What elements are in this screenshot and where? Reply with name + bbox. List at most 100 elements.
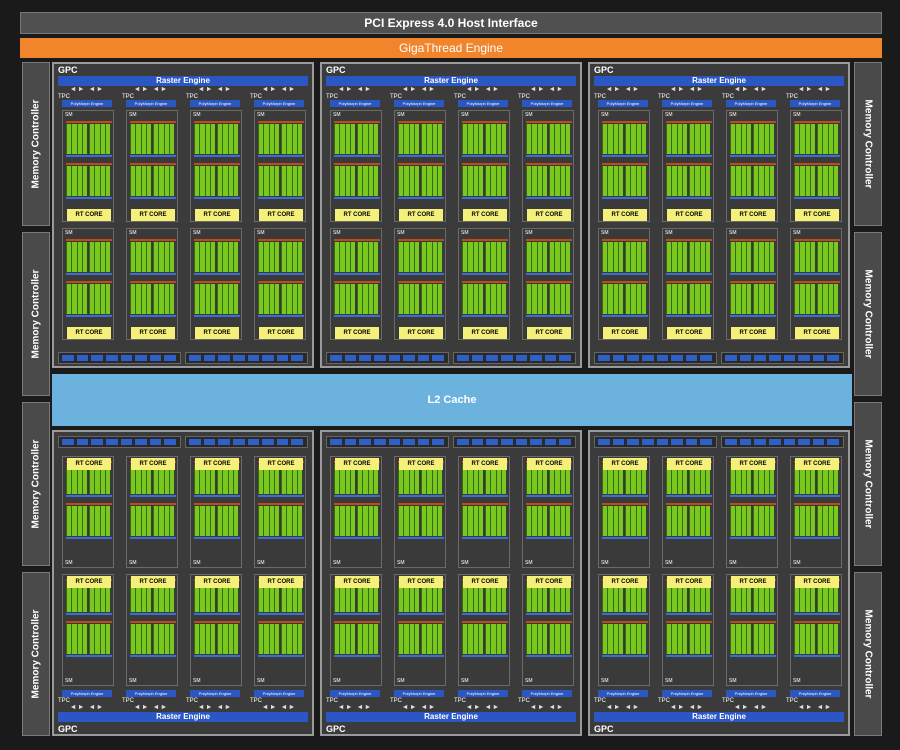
- cuda-core: [541, 506, 547, 536]
- register-line: [794, 537, 840, 539]
- cuda-core: [431, 624, 437, 654]
- cuda-core: [268, 464, 274, 494]
- cuda-core: [541, 464, 547, 494]
- cuda-core: [676, 582, 682, 612]
- memory-controller-right-4: Memory Controller: [854, 572, 882, 736]
- cuda-core: [753, 506, 759, 536]
- register-line: [602, 315, 648, 317]
- cuda-core: [666, 242, 672, 272]
- cuda-core: [666, 582, 672, 612]
- cuda-core: [809, 464, 815, 494]
- texture-unit: [700, 439, 712, 445]
- cuda-core: [66, 166, 72, 196]
- texture-unit: [232, 439, 245, 445]
- cuda-core: [281, 464, 287, 494]
- sm-label: SM: [793, 112, 801, 118]
- cuda-core-block: [334, 166, 355, 196]
- cuda-core: [495, 166, 501, 196]
- cuda-core-block: [217, 124, 238, 154]
- cuda-core: [607, 506, 613, 536]
- cuda-core-block: [194, 506, 215, 536]
- streaming-multiprocessor: SM RT CORE: [330, 228, 382, 340]
- sm-label: SM: [65, 678, 73, 684]
- texture-unit: [515, 355, 528, 361]
- cuda-core: [258, 582, 264, 612]
- l1-line: [334, 281, 380, 283]
- cuda-core: [740, 242, 746, 272]
- polymorph-engine: PolyMorph Engine: [598, 100, 648, 107]
- texture-unit: [164, 355, 176, 361]
- cuda-core: [477, 166, 483, 196]
- cuda-core: [730, 506, 736, 536]
- register-line: [130, 273, 176, 275]
- cuda-core: [477, 124, 483, 154]
- cuda-core: [758, 284, 764, 314]
- cuda-core: [735, 582, 741, 612]
- cuda-core-block: [817, 582, 838, 612]
- cuda-core: [403, 124, 409, 154]
- cuda-core: [431, 582, 437, 612]
- cuda-core-block: [398, 624, 419, 654]
- cuda-core: [689, 464, 695, 494]
- data-arrows: ◄► ◄►: [197, 704, 233, 711]
- cuda-core-block: [526, 284, 547, 314]
- cuda-core: [99, 284, 105, 314]
- cuda-core: [339, 284, 345, 314]
- cuda-core-block: [258, 506, 279, 536]
- cuda-core: [204, 284, 210, 314]
- cuda-core-block: [398, 506, 419, 536]
- cuda-core: [564, 284, 570, 314]
- rt-core: RT CORE: [527, 576, 571, 588]
- l1-line: [334, 239, 380, 241]
- cuda-core-block: [549, 242, 570, 272]
- data-arrows: ◄► ◄►: [605, 704, 641, 711]
- cuda-core: [232, 464, 238, 494]
- data-arrows: ◄► ◄►: [465, 704, 501, 711]
- tpc-label: TPC: [786, 698, 798, 704]
- cuda-core: [472, 284, 478, 314]
- cuda-core-block: [730, 124, 751, 154]
- register-line: [730, 197, 776, 199]
- cuda-core: [827, 464, 833, 494]
- cuda-core: [421, 284, 427, 314]
- cuda-core: [217, 166, 223, 196]
- raster-engine: Raster Engine: [58, 76, 308, 86]
- cuda-core: [349, 582, 355, 612]
- cuda-core: [194, 124, 200, 154]
- texture-unit-group: [58, 436, 181, 448]
- gpc-label: GPC: [594, 724, 614, 734]
- l1-line: [602, 503, 648, 505]
- polymorph-engine: PolyMorph Engine: [330, 100, 380, 107]
- cuda-core: [541, 284, 547, 314]
- cuda-core: [676, 506, 682, 536]
- cuda-core: [286, 124, 292, 154]
- cuda-core: [462, 464, 468, 494]
- sm-label: SM: [65, 112, 73, 118]
- register-line: [398, 537, 444, 539]
- cuda-core: [367, 582, 373, 612]
- cuda-core: [194, 506, 200, 536]
- cuda-core: [227, 242, 233, 272]
- l1-line: [526, 503, 572, 505]
- gigathread-engine: GigaThread Engine: [20, 38, 882, 58]
- cuda-core: [768, 124, 774, 154]
- l1-line: [130, 503, 176, 505]
- cuda-core: [349, 284, 355, 314]
- cuda-core: [263, 506, 269, 536]
- texture-unit-group: [594, 436, 717, 448]
- cuda-core: [817, 284, 823, 314]
- cuda-core: [549, 464, 555, 494]
- tpc-label: TPC: [122, 698, 134, 704]
- cuda-core-block: [666, 506, 687, 536]
- cuda-core: [334, 464, 340, 494]
- cuda-core: [263, 624, 269, 654]
- cuda-core-block: [817, 124, 838, 154]
- cuda-core-block: [666, 284, 687, 314]
- texture-unit: [330, 355, 342, 361]
- cuda-core: [526, 506, 532, 536]
- cuda-core: [809, 582, 815, 612]
- rt-core: RT CORE: [259, 576, 303, 588]
- rt-core: RT CORE: [731, 458, 775, 470]
- streaming-multiprocessor: SM RT CORE: [790, 574, 842, 686]
- register-line: [526, 495, 572, 497]
